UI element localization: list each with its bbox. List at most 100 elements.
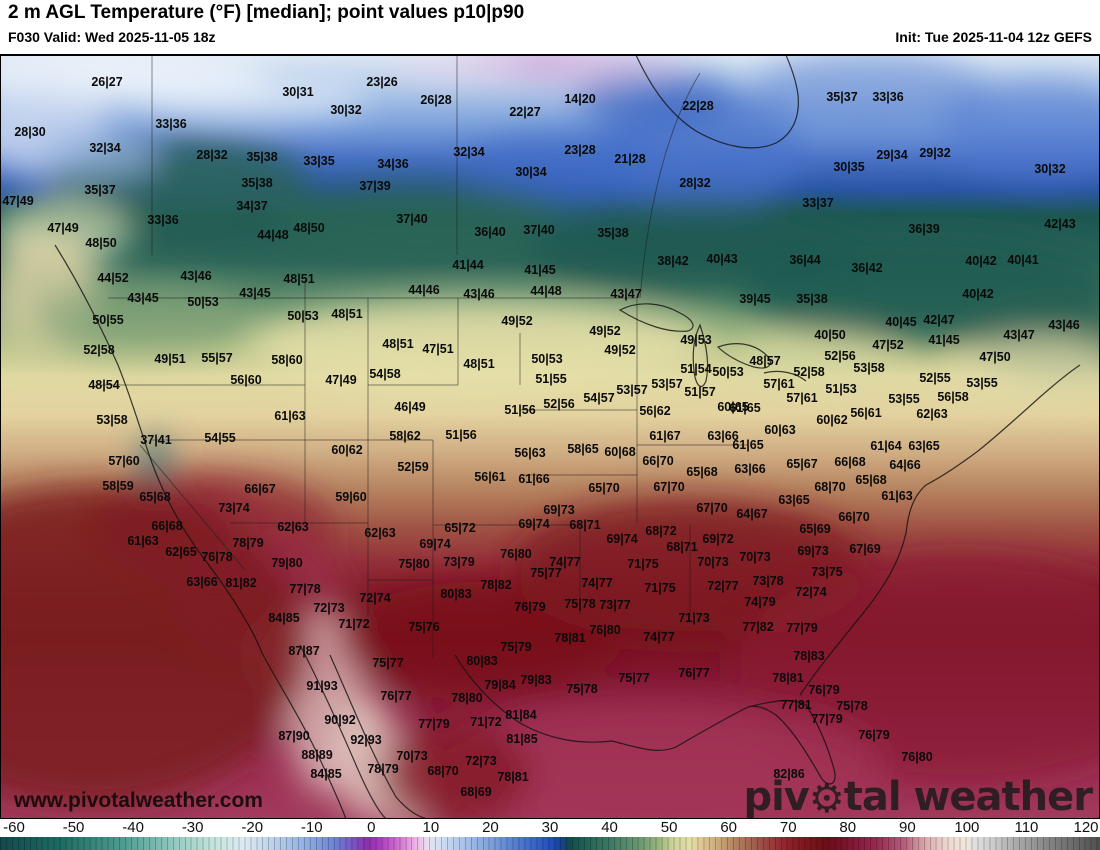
colorbar-tick: 40 [601, 819, 618, 836]
point-value: 51|56 [445, 428, 476, 442]
point-value: 87|87 [288, 644, 319, 658]
point-value: 51|57 [684, 385, 715, 399]
point-value: 69|74 [606, 532, 637, 546]
colorbar-tick: 90 [898, 819, 916, 836]
temperature-map-svg: 26|27 30|31 30|32 33|36 28|30 32|34 28|32 35|38… [0, 55, 1100, 819]
watermark-url: www.pivotalweather.com [13, 789, 263, 812]
point-value: 72|74 [795, 585, 826, 599]
point-value: 63|66 [734, 462, 765, 476]
point-value: 78|82 [480, 578, 511, 592]
point-value: 65|72 [444, 521, 475, 535]
point-value: 75|80 [398, 557, 429, 571]
point-value: 61|63 [274, 409, 305, 423]
point-value: 70|73 [396, 749, 427, 763]
point-value: 33|37 [802, 196, 833, 210]
point-value: 50|55 [92, 313, 123, 327]
point-value: 63|66 [186, 575, 217, 589]
point-value: 90|92 [324, 713, 355, 727]
colorbar-tick: -30 [181, 819, 204, 836]
point-value: 68|72 [645, 524, 676, 538]
point-value: 48|51 [331, 307, 362, 321]
colorbar-tick: 70 [779, 819, 797, 836]
point-value: 33|35 [303, 154, 334, 168]
colorbar-tick: 80 [839, 819, 857, 836]
point-value: 68|69 [460, 785, 491, 799]
point-value: 81|85 [506, 732, 537, 746]
point-value: 69|72 [702, 532, 733, 546]
point-value: 82|86 [773, 767, 804, 781]
point-value: 69|74 [419, 537, 450, 551]
point-value: 23|28 [564, 143, 595, 157]
point-value: 62|63 [277, 520, 308, 534]
gear-icon: ⚙ [809, 776, 844, 819]
point-value: 74|77 [549, 555, 580, 569]
point-value: 91|93 [306, 679, 337, 693]
point-value: 68|71 [569, 518, 600, 532]
point-value: 56|58 [937, 390, 968, 404]
point-value: 73|79 [443, 555, 474, 569]
point-value: 73|78 [752, 574, 783, 588]
point-value: 78|81 [554, 631, 585, 645]
colorbar-tick: -10 [300, 819, 323, 836]
point-value: 69|73 [797, 544, 828, 558]
point-value: 53|55 [966, 376, 997, 390]
point-value: 68|70 [427, 764, 458, 778]
point-value: 84|85 [310, 767, 341, 781]
point-value: 28|32 [679, 176, 710, 190]
point-value: 35|38 [796, 292, 827, 306]
colorbar-tick: -50 [62, 819, 85, 836]
point-value: 53|57 [616, 383, 647, 397]
colorbar-tick: 20 [482, 819, 499, 836]
point-value: 88|89 [301, 748, 332, 762]
watermarks: www.pivotalweather.com piv⚙tal weather [13, 774, 1094, 819]
coastlines [54, 55, 1081, 819]
point-value: 40|42 [962, 287, 993, 301]
point-value: 60|62 [331, 443, 362, 457]
point-value: 36|44 [789, 253, 820, 267]
point-value: 51|56 [504, 403, 535, 417]
point-value: 71|75 [627, 557, 658, 571]
point-value: 44|52 [97, 271, 128, 285]
point-value-labels: 26|27 30|31 30|32 33|36 28|30 32|34 28|32 35|38… [2, 75, 1079, 799]
point-value: 60|68 [604, 445, 635, 459]
point-value: 58|59 [102, 479, 133, 493]
point-value: 56|61 [850, 406, 881, 420]
point-value: 42|47 [923, 313, 954, 327]
point-value: 69|74 [518, 517, 549, 531]
point-value: 73|77 [599, 598, 630, 612]
political-borders [95, 55, 748, 658]
point-value: 34|37 [236, 199, 267, 213]
colorbar-tick: 10 [422, 819, 440, 836]
point-value: 48|54 [88, 378, 119, 392]
colorbar-tick: 50 [660, 819, 678, 836]
point-value: 72|73 [465, 754, 496, 768]
point-value: 56|60 [230, 373, 261, 387]
point-value: 53|58 [96, 413, 127, 427]
point-value: 47|49 [47, 221, 78, 235]
colorbar-tick: 0 [367, 819, 376, 836]
point-value: 74|77 [643, 630, 674, 644]
point-value: 78|79 [232, 536, 263, 550]
point-value: 62|63 [364, 526, 395, 540]
point-value: 57|61 [786, 391, 817, 405]
point-value: 77|79 [786, 621, 817, 635]
point-value: 62|65 [165, 545, 196, 559]
colorbar-tick: 100 [954, 819, 980, 836]
point-value: 53|57 [651, 377, 682, 391]
colorbar [0, 837, 1100, 850]
point-value: 71|73 [678, 611, 709, 625]
point-value: 33|36 [147, 213, 178, 227]
point-value: 48|51 [382, 337, 413, 351]
point-value: 92|93 [350, 733, 381, 747]
point-value: 43|47 [610, 287, 641, 301]
colorbar-tick: 30 [541, 819, 559, 836]
point-value: 48|51 [283, 272, 314, 286]
point-value: 40|42 [965, 254, 996, 268]
point-value: 49|51 [154, 352, 185, 366]
point-value: 71|75 [644, 581, 675, 595]
point-value: 78|79 [367, 762, 398, 776]
point-value: 37|39 [359, 179, 390, 193]
point-value: 54|57 [583, 391, 614, 405]
point-value: 79|83 [520, 673, 551, 687]
point-value: 67|70 [696, 501, 727, 515]
